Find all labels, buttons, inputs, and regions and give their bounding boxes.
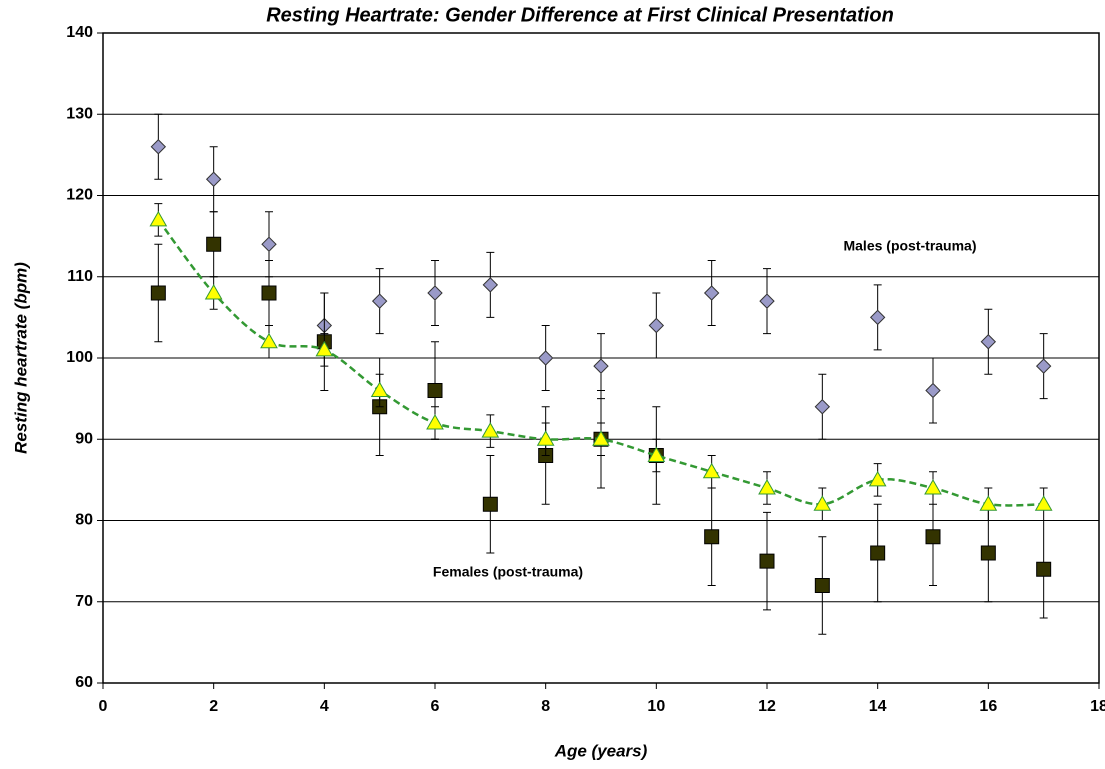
square-point — [925, 529, 941, 545]
triangle-point — [260, 332, 278, 349]
square-point — [427, 383, 443, 398]
square-point — [261, 285, 277, 301]
x-tick-label: 2 — [209, 698, 218, 715]
triangle-point — [868, 470, 887, 487]
diamond-point — [925, 382, 941, 399]
diamond-point — [150, 139, 167, 155]
y-tick-label: 120 — [66, 187, 93, 204]
x-tick-label: 4 — [320, 698, 329, 715]
triangle-point — [204, 283, 223, 300]
x-tick-label: 14 — [869, 698, 887, 715]
x-tick-label: 10 — [647, 698, 665, 715]
diamond-point — [537, 350, 554, 366]
square-point — [1036, 561, 1052, 577]
square-point — [870, 545, 886, 561]
triangle-point — [592, 430, 610, 446]
x-tick-label: 12 — [758, 698, 776, 715]
diamond-point — [814, 399, 831, 415]
diamond-point — [703, 285, 720, 301]
square-point — [150, 285, 166, 301]
triangle-point — [813, 495, 832, 511]
square-point — [482, 496, 498, 512]
diamond-point — [427, 285, 443, 301]
diamond-point — [593, 358, 609, 374]
diamond-point — [1035, 358, 1052, 374]
square-point — [980, 545, 996, 561]
y-axis-label: Resting heartrate (bpm) — [11, 262, 30, 454]
triangle-point — [924, 478, 942, 495]
y-tick-label: 60 — [75, 674, 93, 691]
y-tick-label: 140 — [66, 24, 93, 41]
chart-title: Resting Heartrate: Gender Difference at … — [266, 4, 894, 26]
diamond-point — [482, 277, 499, 293]
diamond-point — [261, 236, 277, 252]
y-tick-label: 70 — [75, 593, 93, 610]
triangle-point — [426, 413, 444, 430]
x-axis-label: Age (years) — [554, 741, 648, 760]
x-tick-label: 0 — [99, 698, 108, 715]
diamond-point — [648, 317, 665, 334]
x-tick-label: 8 — [541, 698, 550, 715]
plot-border — [102, 32, 1100, 684]
y-tick-label: 100 — [66, 349, 93, 366]
square-point — [814, 578, 830, 593]
y-tick-label: 80 — [75, 512, 93, 529]
y-tick-label: 110 — [67, 268, 93, 285]
triangle-point — [1034, 495, 1053, 511]
y-tick-label: 90 — [75, 430, 93, 447]
triangle-point — [315, 340, 334, 357]
square-point — [704, 529, 720, 545]
square-point — [759, 553, 775, 569]
annotation: Females (post-trauma) — [433, 564, 583, 580]
triangle-point — [149, 210, 168, 227]
x-tick-label: 6 — [431, 698, 440, 715]
diamond-point — [980, 334, 997, 350]
x-tick-label: 16 — [979, 698, 997, 715]
triangle-point — [370, 381, 389, 397]
diamond-point — [371, 293, 388, 309]
triangle-point — [702, 462, 721, 479]
square-point — [206, 236, 222, 252]
triangle-point — [647, 446, 666, 462]
x-tick-label: 18 — [1090, 698, 1105, 715]
y-tick-label: 130 — [66, 105, 93, 122]
triangle-point — [758, 478, 776, 495]
triangle-point — [481, 422, 500, 438]
diamond-point — [759, 293, 775, 309]
diamond-point — [869, 309, 886, 326]
triangle-point — [536, 430, 555, 446]
triangle-point — [979, 495, 998, 511]
diamond-point — [205, 171, 222, 187]
trend-line — [157, 219, 1044, 507]
annotation: Males (post-trauma) — [843, 238, 976, 254]
